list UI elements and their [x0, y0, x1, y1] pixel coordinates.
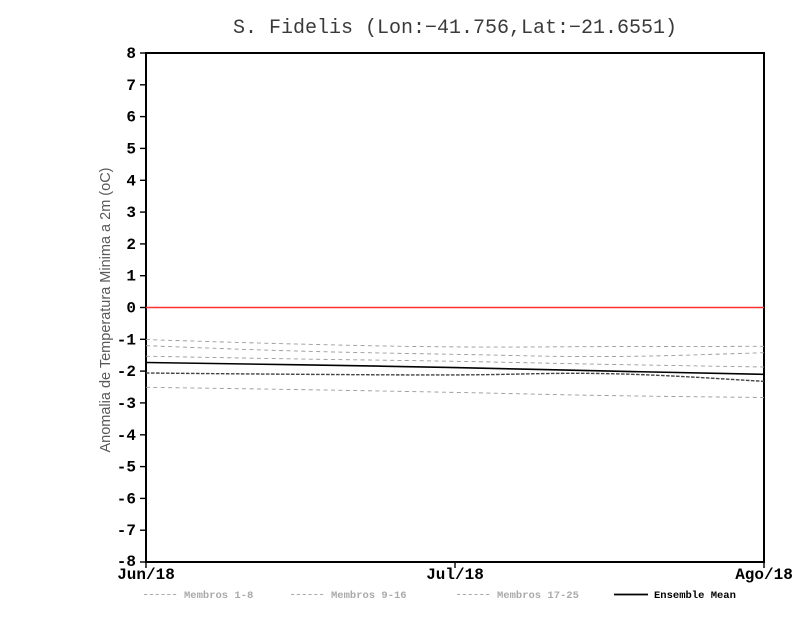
svg-text:8: 8	[126, 45, 136, 63]
svg-text:-2: -2	[117, 363, 136, 381]
svg-text:-5: -5	[117, 459, 136, 477]
svg-text:0: 0	[126, 300, 136, 318]
svg-text:-1: -1	[117, 331, 136, 349]
svg-text:Membros 1-8: Membros 1-8	[184, 590, 253, 602]
svg-text:Ensemble Mean: Ensemble Mean	[654, 590, 736, 602]
svg-text:5: 5	[126, 140, 136, 158]
svg-text:7: 7	[126, 77, 136, 95]
svg-text:-4: -4	[117, 427, 137, 445]
svg-text:Jul/18: Jul/18	[426, 566, 484, 584]
svg-text:-6: -6	[117, 490, 136, 508]
svg-text:-3: -3	[117, 395, 136, 413]
svg-text:6: 6	[126, 109, 136, 127]
svg-text:Membros 17-25: Membros 17-25	[497, 590, 579, 602]
svg-text:2: 2	[126, 236, 136, 254]
svg-text:4: 4	[126, 172, 136, 190]
svg-text:-7: -7	[117, 522, 136, 540]
svg-text:1: 1	[126, 268, 136, 286]
svg-text:Ago/18: Ago/18	[735, 566, 793, 584]
svg-text:Membros 9-16: Membros 9-16	[331, 590, 407, 602]
svg-text:3: 3	[126, 204, 136, 222]
svg-text:Jun/18: Jun/18	[117, 566, 175, 584]
